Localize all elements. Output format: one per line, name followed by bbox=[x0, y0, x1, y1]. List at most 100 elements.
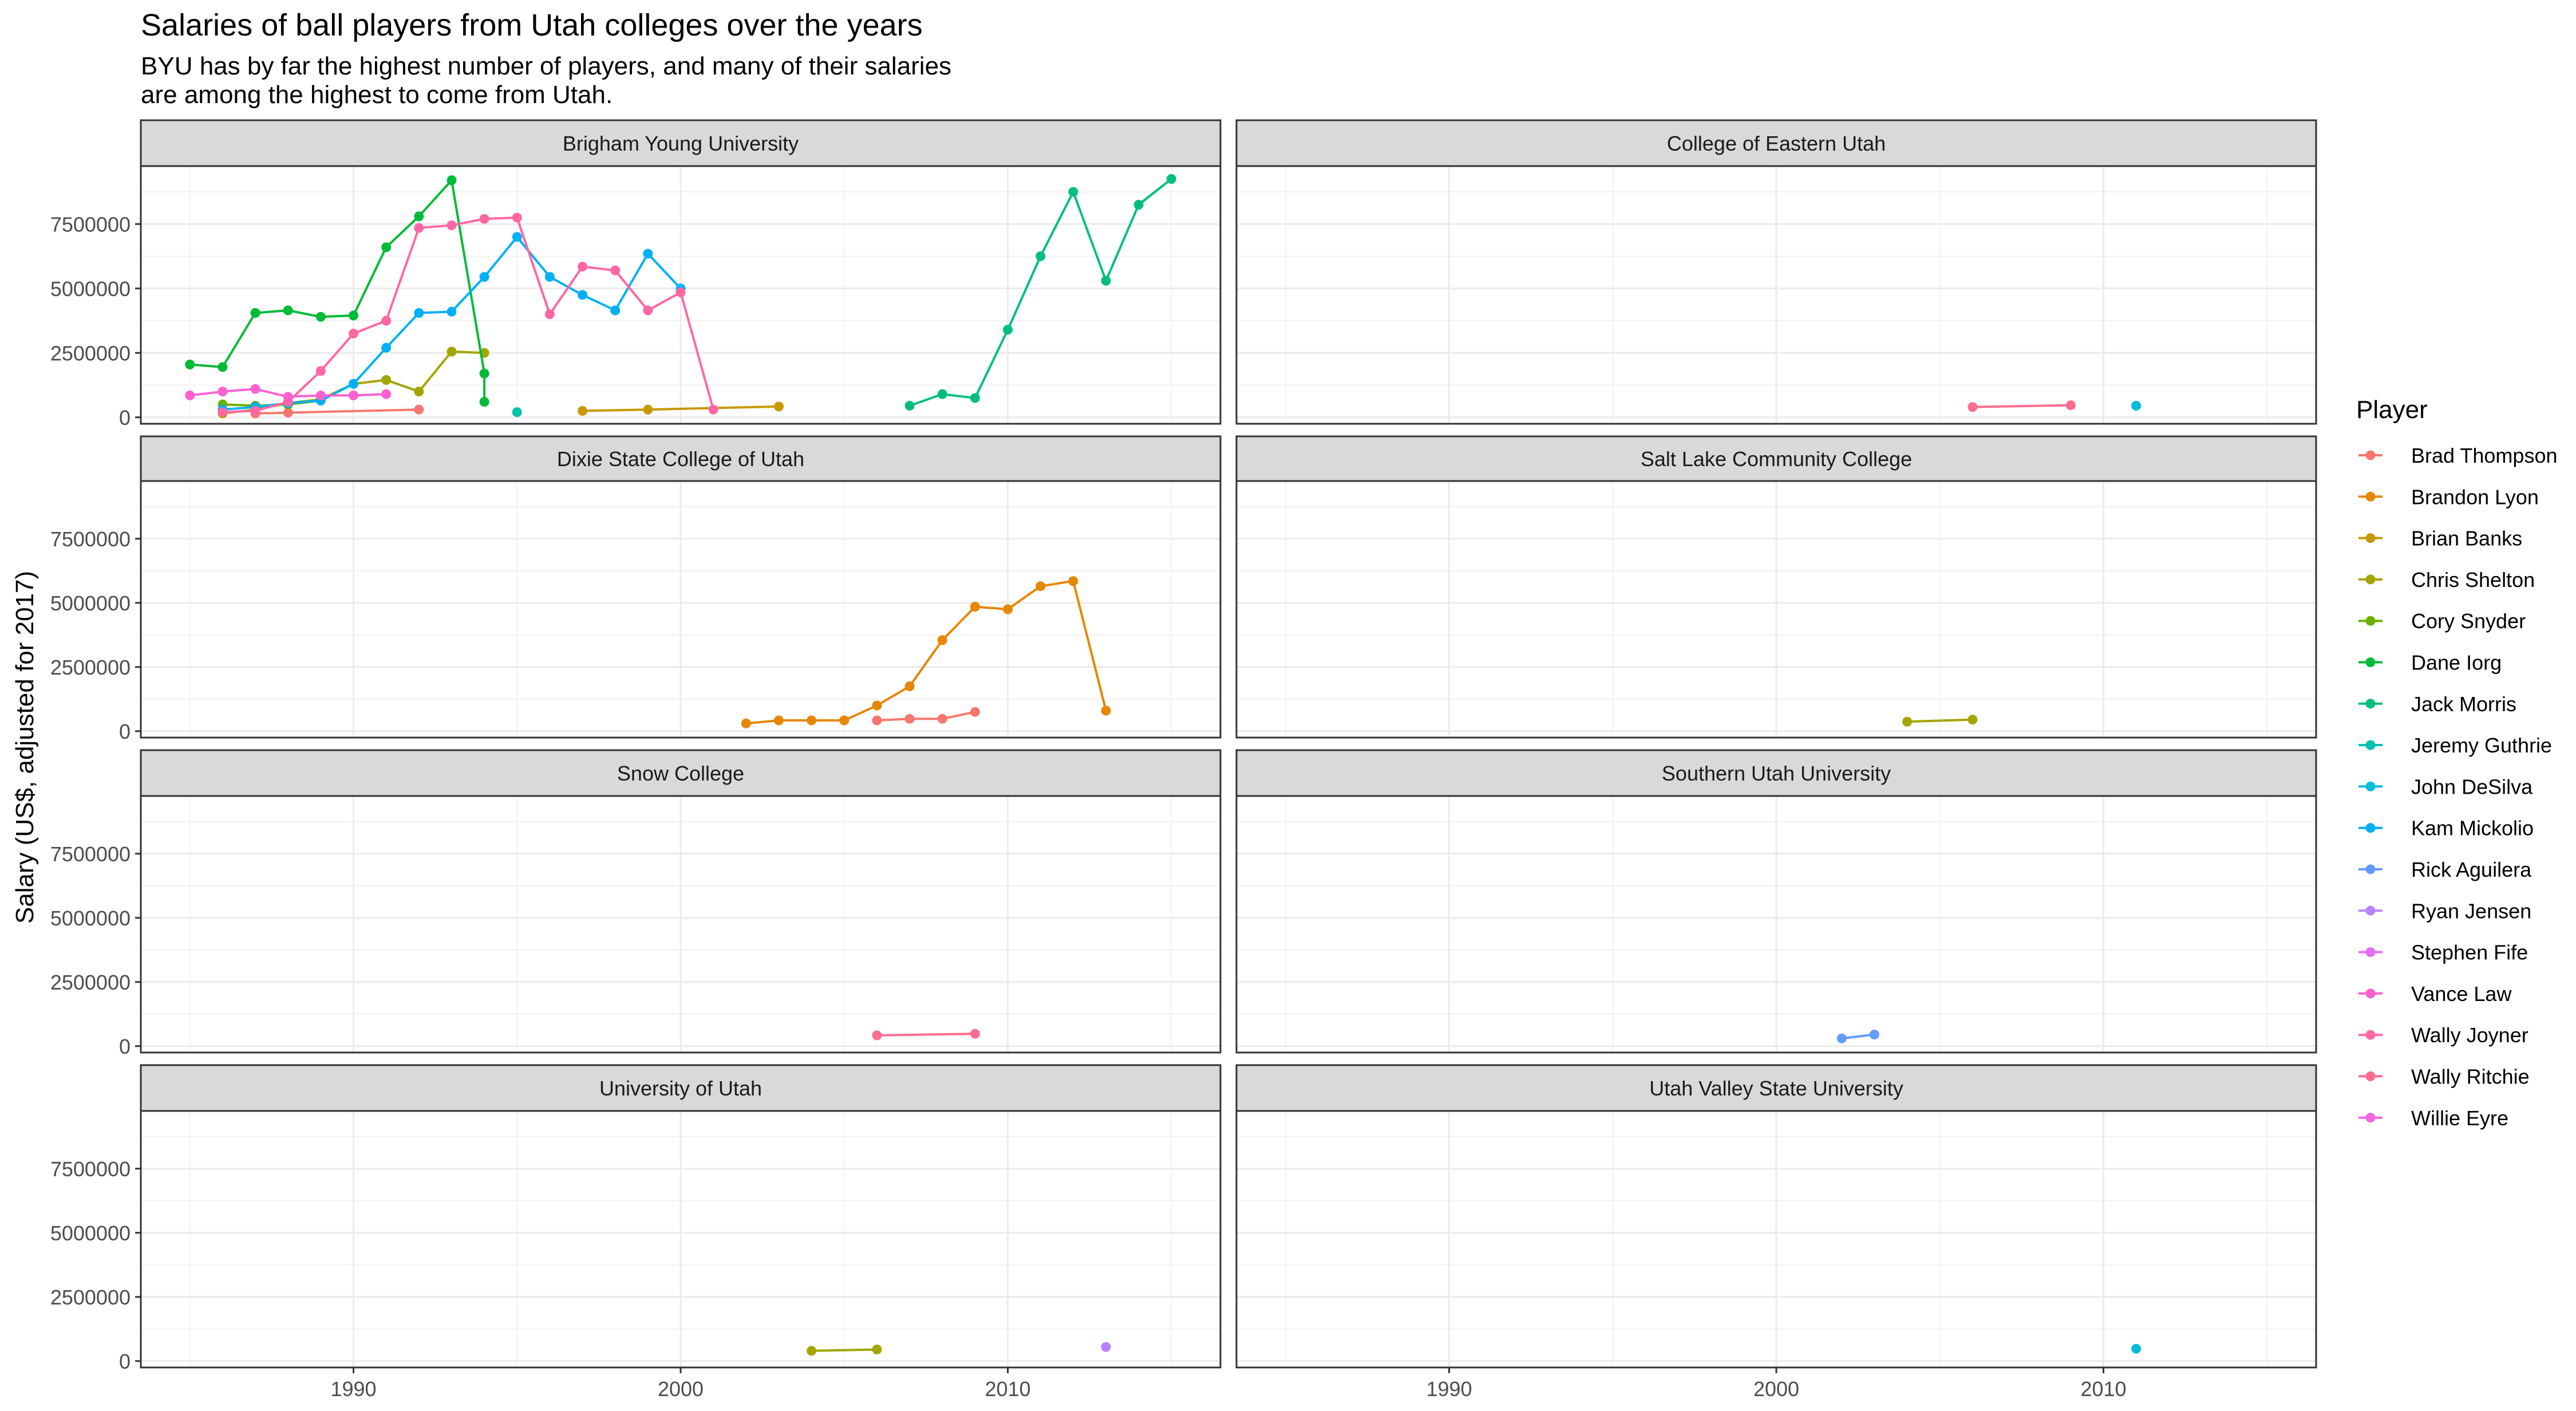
facet-strip bbox=[140, 1064, 1222, 1112]
facet-strip-label: University of Utah bbox=[599, 1077, 762, 1100]
data-point bbox=[479, 272, 489, 282]
data-point bbox=[1036, 581, 1046, 592]
y-tick-label: 2500000 bbox=[50, 971, 131, 994]
data-point bbox=[970, 393, 980, 403]
legend-label: Jack Morris bbox=[2411, 692, 2516, 716]
legend-item: Chris Shelton bbox=[2358, 568, 2535, 592]
data-point bbox=[447, 220, 457, 230]
facet-strip-label: Salt Lake Community College bbox=[1641, 447, 1912, 471]
data-point bbox=[675, 287, 686, 297]
legend-key-point bbox=[2365, 864, 2376, 874]
data-series bbox=[578, 401, 784, 416]
legend-label: Chris Shelton bbox=[2411, 568, 2535, 592]
data-point bbox=[1133, 200, 1144, 210]
data-point bbox=[1902, 716, 1913, 727]
data-point bbox=[381, 375, 392, 385]
data-point bbox=[348, 391, 358, 400]
chart-title: Salaries of ball players from Utah colle… bbox=[141, 8, 923, 42]
data-point bbox=[773, 401, 784, 412]
facet-strip bbox=[1235, 435, 2317, 482]
y-tick-label: 7500000 bbox=[50, 212, 131, 236]
data-series bbox=[1902, 715, 1978, 727]
facet-panel: Snow College 0 2500000 5000000 7500000 bbox=[50, 749, 1222, 1058]
data-series bbox=[512, 407, 522, 417]
x-tick-label: 2010 bbox=[985, 1377, 1030, 1401]
data-point bbox=[1967, 402, 1978, 412]
data-point bbox=[544, 272, 555, 282]
legend-key-point bbox=[2365, 1071, 2376, 1081]
legend-item: Rick Aguilera bbox=[2358, 858, 2532, 881]
data-point bbox=[872, 700, 882, 711]
legend-item: Brandon Lyon bbox=[2358, 485, 2539, 509]
data-point bbox=[807, 1346, 817, 1356]
data-point bbox=[807, 715, 817, 726]
legend-item: Kam Mickolio bbox=[2358, 817, 2534, 840]
data-point bbox=[381, 389, 392, 399]
legend-key-point bbox=[2365, 616, 2376, 626]
series-line bbox=[746, 580, 1107, 725]
data-series bbox=[741, 576, 1111, 728]
data-point bbox=[1101, 275, 1111, 286]
data-point bbox=[283, 305, 293, 316]
legend-item: Cory Snyder bbox=[2358, 609, 2526, 633]
data-point bbox=[414, 211, 424, 222]
facet-strip bbox=[140, 119, 1222, 167]
legend-label: Stephen Fife bbox=[2411, 941, 2528, 964]
data-point bbox=[218, 387, 228, 397]
data-point bbox=[1003, 325, 1013, 335]
data-point bbox=[348, 379, 358, 389]
data-point bbox=[1068, 576, 1078, 586]
panel-border bbox=[1235, 165, 2317, 425]
facet-strip bbox=[1235, 1064, 2317, 1112]
y-tick-label: 2500000 bbox=[50, 341, 131, 365]
facet-panel: University of Utah 0 2500000 5000000 7500000… bbox=[50, 1064, 1222, 1401]
data-point bbox=[479, 214, 489, 224]
data-point bbox=[348, 329, 358, 338]
data-point bbox=[1068, 187, 1078, 197]
data-point bbox=[544, 309, 555, 320]
data-point bbox=[937, 714, 947, 724]
data-point bbox=[250, 308, 260, 318]
facet-strip-label: Utah Valley State University bbox=[1649, 1077, 1903, 1100]
legend-label: Kam Mickolio bbox=[2411, 817, 2534, 840]
y-tick-label: 0 bbox=[119, 406, 131, 429]
legend-label: Wally Joyner bbox=[2411, 1023, 2528, 1047]
data-point bbox=[447, 306, 457, 317]
data-point bbox=[185, 391, 195, 400]
panel-border bbox=[1235, 480, 2317, 739]
legend-key-point bbox=[2365, 574, 2376, 585]
data-point bbox=[970, 707, 980, 717]
data-point bbox=[381, 342, 392, 353]
x-tick-label: 1990 bbox=[1426, 1377, 1472, 1401]
data-point bbox=[1101, 706, 1111, 716]
data-series bbox=[185, 175, 489, 407]
data-point bbox=[479, 368, 489, 379]
legend-label: Jeremy Guthrie bbox=[2411, 734, 2552, 757]
y-tick-label: 0 bbox=[119, 720, 131, 743]
data-point bbox=[414, 404, 424, 415]
series-line bbox=[222, 216, 715, 413]
data-point bbox=[512, 212, 522, 223]
legend-key-point bbox=[2365, 740, 2376, 750]
legend-key-point bbox=[2365, 905, 2376, 916]
legend-key-point bbox=[2365, 1030, 2376, 1040]
legend-item: Dane Iorg bbox=[2358, 651, 2502, 675]
legend-label: Willie Eyre bbox=[2411, 1106, 2508, 1130]
data-point bbox=[250, 406, 260, 416]
data-point bbox=[773, 715, 784, 726]
data-point bbox=[414, 308, 424, 318]
data-point bbox=[578, 406, 588, 416]
panel-border bbox=[140, 795, 1222, 1054]
legend-key-point bbox=[2365, 947, 2376, 957]
panel-border bbox=[140, 165, 1222, 425]
data-point bbox=[414, 223, 424, 233]
series-line bbox=[1972, 404, 2071, 408]
legend-item: Wally Ritchie bbox=[2358, 1065, 2530, 1089]
legend-label: Vance Law bbox=[2411, 982, 2512, 1006]
data-point bbox=[315, 391, 326, 400]
facet-panel: Southern Utah University bbox=[1235, 749, 2317, 1054]
facet-strip-label: Snow College bbox=[617, 762, 744, 785]
data-point bbox=[185, 360, 195, 369]
data-point bbox=[2131, 401, 2142, 411]
data-point bbox=[381, 316, 392, 326]
